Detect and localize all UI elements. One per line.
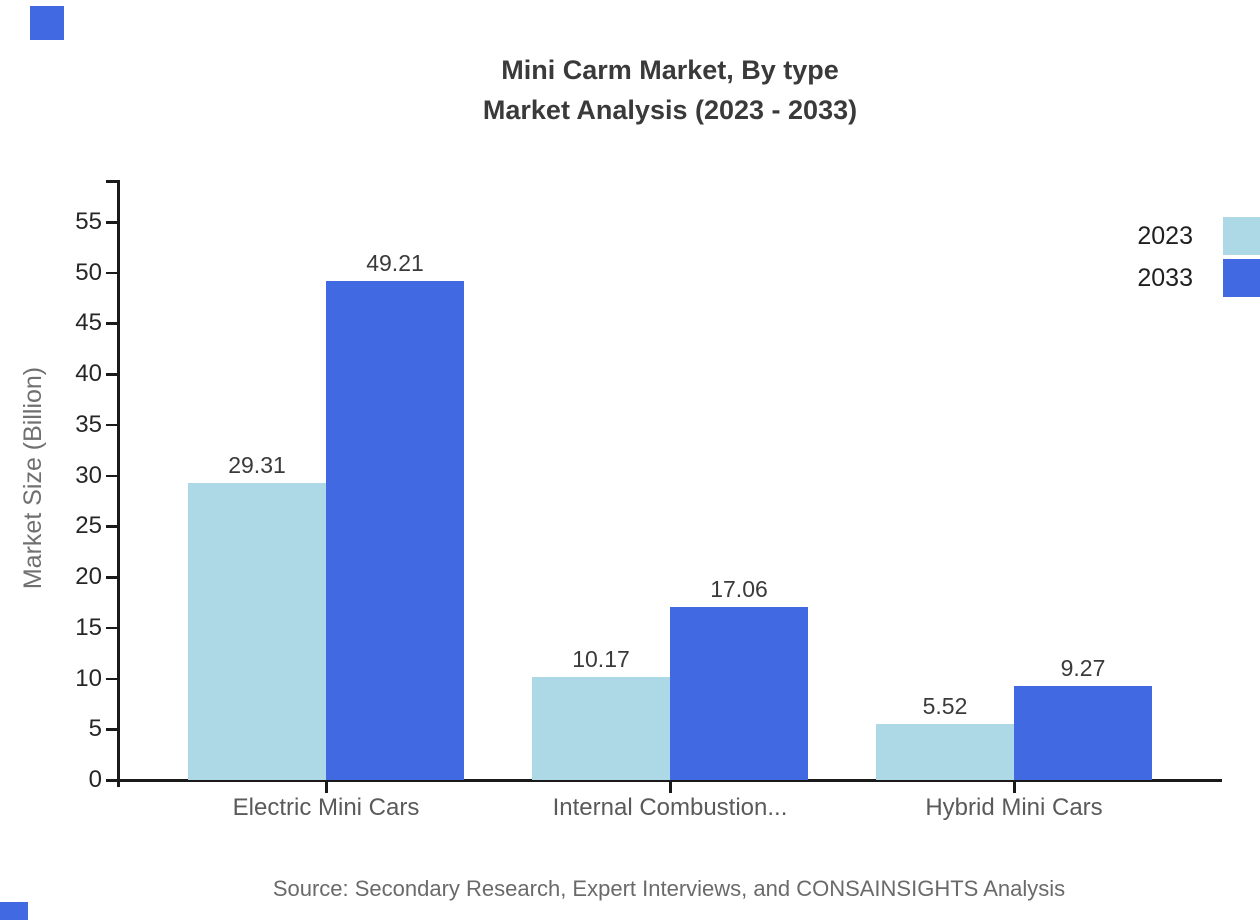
y-tick xyxy=(106,525,117,528)
chart-title-line2: Market Analysis (2023 - 2033) xyxy=(482,95,858,125)
bar-2033-category-1 xyxy=(670,606,808,780)
y-tick xyxy=(106,423,117,427)
legend: 2023 2033 xyxy=(1137,217,1260,297)
y-tick xyxy=(106,626,117,630)
bar-2023-category-1 xyxy=(532,676,670,780)
legend-swatch xyxy=(1223,259,1260,297)
x-tick xyxy=(325,782,328,793)
y-tick xyxy=(106,474,117,478)
legend-label: 2023 xyxy=(1137,221,1193,250)
y-tick-label: 5 xyxy=(88,715,102,743)
bar-2033-category-0 xyxy=(326,280,464,780)
chart-title: Mini Carm Market, By type Market Analysi… xyxy=(80,50,1260,130)
x-axis-line xyxy=(117,779,1222,782)
bar-2033-category-2 xyxy=(1014,685,1152,780)
bar-value-label: 29.31 xyxy=(228,451,286,478)
bar-value-label: 10.17 xyxy=(572,645,630,672)
legend-item-2023: 2023 xyxy=(1137,217,1260,255)
y-tick xyxy=(106,373,117,376)
bar-2023-category-0 xyxy=(188,482,326,780)
chart-title-line1: Mini Carm Market, By type xyxy=(501,55,839,85)
y-tick xyxy=(106,728,117,731)
watermark-square-topleft xyxy=(30,6,64,40)
x-category-label: Internal Combustion... xyxy=(552,794,788,821)
y-tick-label: 55 xyxy=(75,208,102,235)
y-tick-label: 20 xyxy=(75,563,102,591)
y-tick-label: 35 xyxy=(75,410,102,438)
y-tick xyxy=(106,779,117,782)
y-tick xyxy=(106,576,117,579)
y-tick xyxy=(106,271,117,275)
y-tick-label: 40 xyxy=(75,360,102,388)
y-tick-label: 25 xyxy=(75,512,102,540)
x-tick xyxy=(669,782,672,793)
legend-swatch xyxy=(1223,217,1260,255)
bar-value-label: 17.06 xyxy=(710,575,768,602)
bar-2023-category-2 xyxy=(876,723,1014,780)
y-tick xyxy=(106,677,117,681)
legend-item-2033: 2033 xyxy=(1137,259,1260,297)
y-tick-label: 15 xyxy=(75,613,102,641)
bar-value-label: 9.27 xyxy=(1060,654,1106,681)
x-category-label: Electric Mini Cars xyxy=(232,794,420,821)
y-tick-label: 30 xyxy=(75,461,102,489)
bar-value-label: 49.21 xyxy=(366,249,424,276)
watermark-square-bottomleft xyxy=(0,902,28,920)
legend-label: 2033 xyxy=(1137,263,1193,292)
y-tick-label: 50 xyxy=(75,258,102,286)
y-tick-label: 10 xyxy=(75,664,102,692)
y-tick-label: 45 xyxy=(75,309,102,337)
y-axis-line xyxy=(117,180,120,787)
x-category-label: Hybrid Mini Cars xyxy=(925,794,1103,821)
bar-value-label: 5.52 xyxy=(922,692,968,719)
source-note: Source: Secondary Research, Expert Inter… xyxy=(272,876,1066,901)
x-tick xyxy=(1013,782,1016,793)
y-tick xyxy=(106,221,117,224)
y-tick-label: 0 xyxy=(88,766,102,793)
y-axis-end-tick xyxy=(106,180,117,183)
y-tick xyxy=(106,322,117,325)
